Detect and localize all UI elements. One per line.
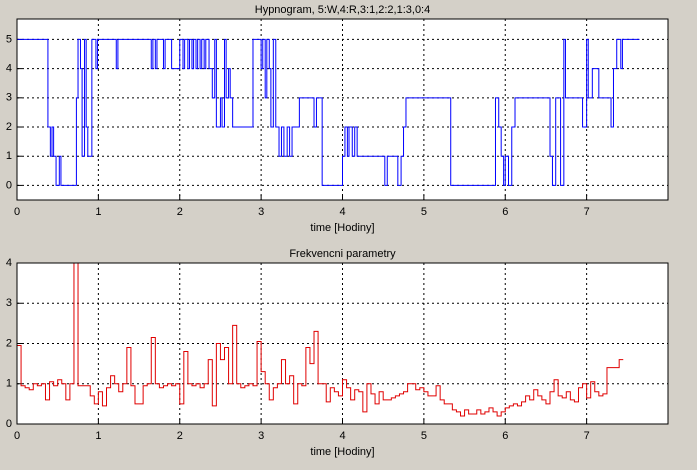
y-tick-label: 4 (6, 63, 12, 75)
y-tick-label: 5 (6, 33, 12, 45)
chart-title: Hypnogram, 5:W,4:R,3:1,2:2,1:3,0:4 (255, 4, 430, 16)
x-tick-label: 3 (258, 206, 264, 218)
x-tick-label: 6 (502, 206, 508, 218)
x-tick-label: 2 (177, 430, 183, 442)
x-tick-label: 7 (584, 430, 590, 442)
data-line (17, 262, 624, 417)
x-axis-label: time [Hodiny] (310, 446, 374, 458)
x-axis-label: time [Hodiny] (310, 222, 374, 234)
x-tick-label: 0 (14, 430, 20, 442)
y-tick-label: 2 (6, 121, 12, 133)
chart-title: Frekvencni parametry (289, 248, 396, 260)
x-tick-label: 2 (177, 206, 183, 218)
y-tick-label: 0 (6, 179, 12, 191)
x-tick-label: 6 (502, 430, 508, 442)
y-tick-label: 3 (6, 297, 12, 309)
x-tick-label: 5 (421, 430, 427, 442)
x-tick-label: 4 (339, 206, 345, 218)
x-tick-label: 7 (584, 206, 590, 218)
y-tick-label: 4 (6, 257, 12, 269)
x-tick-label: 0 (14, 206, 20, 218)
y-tick-label: 0 (6, 418, 12, 430)
y-tick-label: 1 (6, 378, 12, 390)
y-tick-label: 1 (6, 150, 12, 162)
x-tick-label: 1 (95, 206, 101, 218)
data-line (17, 38, 640, 186)
y-tick-label: 3 (6, 92, 12, 104)
y-tick-label: 2 (6, 337, 12, 349)
axes-border (16, 18, 669, 201)
x-tick-label: 1 (95, 430, 101, 442)
x-tick-label: 4 (339, 430, 345, 442)
axes-border (16, 262, 669, 425)
x-tick-label: 5 (421, 206, 427, 218)
x-tick-label: 3 (258, 430, 264, 442)
